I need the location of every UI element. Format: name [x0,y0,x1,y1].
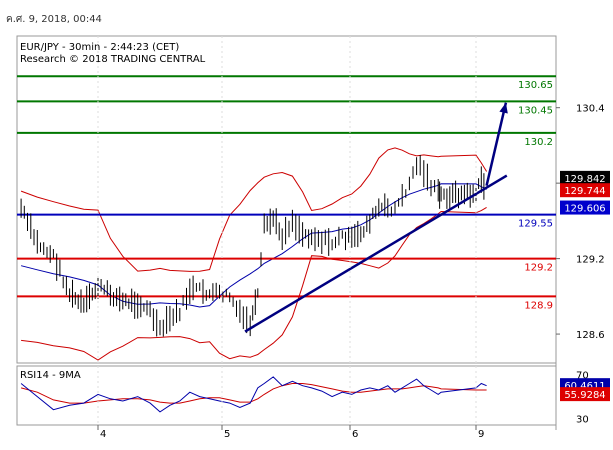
day-tick-label: 9 [478,429,484,440]
price-tick-label: 130.4 [576,104,605,115]
price-badge-box [560,170,610,185]
trend-lines [244,102,508,333]
rsi-badge-text: 60.4611 [564,381,605,392]
instrument-label: EUR/JPY - 30min - 2:44:23 (CET) [20,42,179,53]
price-badge-text: 129.744 [564,186,605,197]
top-bar: ค.ศ. 9, 2018, 00:44 [0,0,613,30]
level-label: 130.45 [518,105,553,116]
support-trendline [244,174,508,333]
price-tick-label: 129.2 [576,255,605,266]
level-label: 130.65 [518,80,553,91]
forecast-arrow-head [499,102,508,114]
level-label: 129.55 [518,219,553,230]
day-tick-label: 6 [352,429,358,440]
day-tick-label: 4 [100,429,106,440]
day-tick-label: 5 [224,429,230,440]
price-badge-box [560,200,610,215]
bollinger-upper [20,147,488,272]
price-tick-label: 128.6 [576,330,605,341]
price-panel-border [16,35,557,364]
forecast-arrow-shaft [485,102,508,186]
level-label: 130.2 [524,137,553,148]
price-badge-box [560,183,610,198]
price-badge-text: 129.606 [564,204,605,215]
level-label: 128.9 [524,300,553,311]
rsi-badge-box [560,387,610,402]
price-badge-text: 129.842 [564,174,605,185]
rsi-badge-text: 55.9284 [564,390,605,401]
research-label: Research © 2018 TRADING CENTRAL [20,54,206,65]
rsi-tick-label: 30 [576,414,589,425]
rsi-tick-label: 70 [576,371,589,382]
price-bars [20,155,485,337]
rsi-line [20,376,487,413]
rsi-label: RSI14 - 9MA [20,370,81,381]
datetime-label: ค.ศ. 9, 2018, 00:44 [6,14,102,25]
time-axis: 4 5 6 9 [97,36,484,440]
level-label: 129.2 [524,263,553,274]
moving-average [20,183,487,308]
